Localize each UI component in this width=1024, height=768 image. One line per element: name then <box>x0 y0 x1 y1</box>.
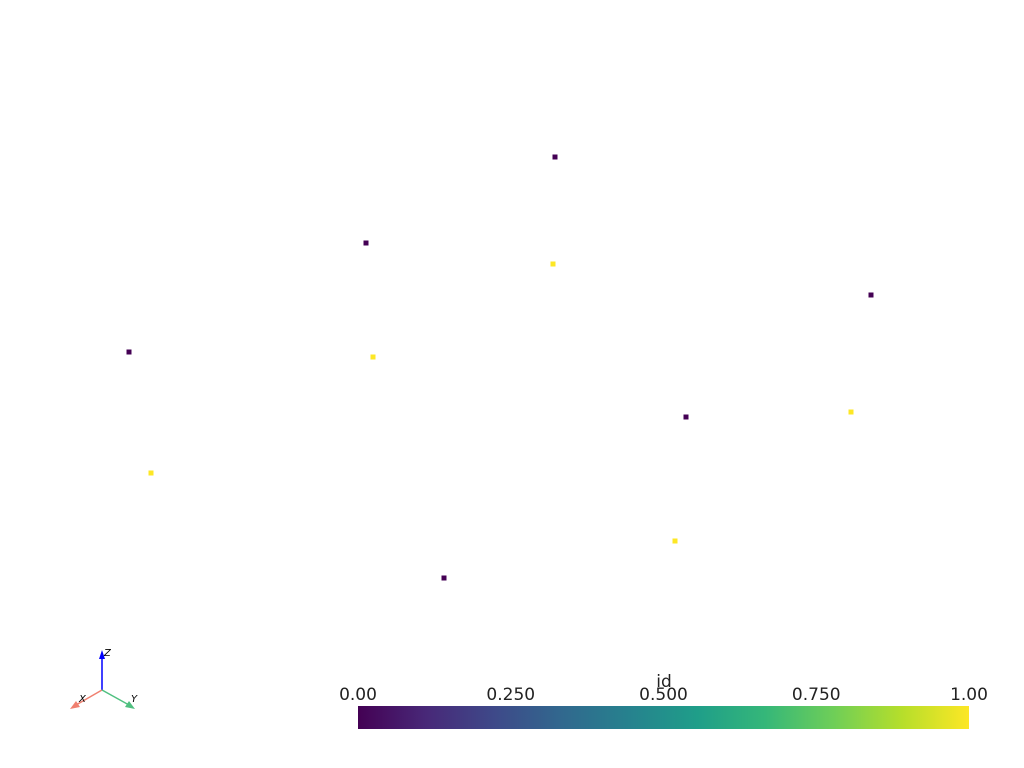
colorbar-tick-label: 0.00 <box>339 685 377 705</box>
x-arrow <box>70 701 80 709</box>
colorbar <box>358 706 969 729</box>
point <box>683 414 689 420</box>
point <box>550 261 556 267</box>
y-axis <box>101 689 130 706</box>
point <box>552 154 558 160</box>
colorbar-tick-label: 0.750 <box>792 685 841 705</box>
point <box>848 409 854 415</box>
colorbar-title: id <box>656 672 672 692</box>
point <box>363 240 369 246</box>
colorbar-tick-label: 0.500 <box>639 685 688 705</box>
x-axis-label: X <box>78 694 87 705</box>
point <box>672 538 678 544</box>
z-axis-label: Z <box>103 648 112 659</box>
point <box>441 575 447 581</box>
colorbar-tick-label: 1.00 <box>950 685 988 705</box>
y-arrow <box>125 701 135 709</box>
z-arrow <box>99 650 105 659</box>
point <box>370 354 376 360</box>
x-axis <box>75 689 103 706</box>
colorbar-tick-label: 0.250 <box>486 685 535 705</box>
point <box>148 470 154 476</box>
axes-widget: X Y Z <box>70 648 138 709</box>
point <box>868 292 874 298</box>
point <box>126 349 132 355</box>
y-axis-label: Y <box>131 694 138 705</box>
